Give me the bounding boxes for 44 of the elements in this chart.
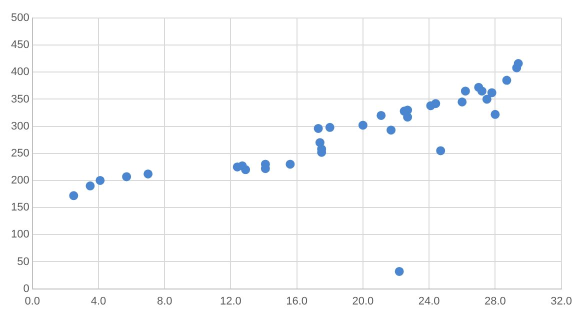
y-tick-label: 300: [10, 120, 30, 132]
x-tick-label: 24.0: [418, 295, 440, 308]
y-tick-label: 150: [10, 202, 30, 214]
x-tick-label: 32.0: [550, 295, 572, 308]
y-tick-label: 250: [10, 147, 30, 160]
x-tick-label: 20.0: [352, 295, 374, 308]
y-tick-label: 400: [10, 66, 30, 78]
point: [436, 146, 446, 156]
point: [86, 181, 95, 190]
point: [144, 169, 153, 178]
x-tick-label: 16.0: [286, 295, 308, 308]
point: [460, 86, 470, 96]
y-tick-label: 450: [10, 39, 30, 52]
point: [490, 110, 500, 119]
point: [358, 120, 368, 130]
x-tick-label: 8.0: [156, 295, 172, 308]
y-tick-label: 0: [23, 282, 30, 295]
point: [386, 126, 396, 135]
point: [458, 97, 467, 106]
point: [314, 124, 323, 133]
point: [403, 112, 412, 122]
y-tick-label: 50: [17, 256, 30, 268]
y-tick-label: 500: [10, 12, 30, 24]
point: [69, 191, 78, 200]
point: [514, 58, 523, 68]
point: [394, 266, 404, 276]
point: [431, 99, 440, 108]
point: [325, 122, 334, 132]
point: [241, 165, 250, 174]
x-tick-label: 28.0: [484, 295, 506, 308]
y-tick-label: 100: [10, 228, 30, 241]
point: [482, 94, 492, 104]
x-tick-label: 12.0: [220, 295, 242, 308]
point: [122, 172, 132, 182]
x-tick-label: 0.0: [24, 295, 40, 308]
y-tick-label: 350: [10, 93, 30, 106]
x-tick-label: 4.0: [90, 295, 106, 308]
point: [502, 76, 512, 85]
point: [96, 176, 105, 185]
point: [487, 88, 496, 98]
y-tick-label: 200: [10, 174, 30, 187]
point: [477, 86, 486, 96]
point: [286, 160, 295, 169]
point: [376, 110, 386, 120]
